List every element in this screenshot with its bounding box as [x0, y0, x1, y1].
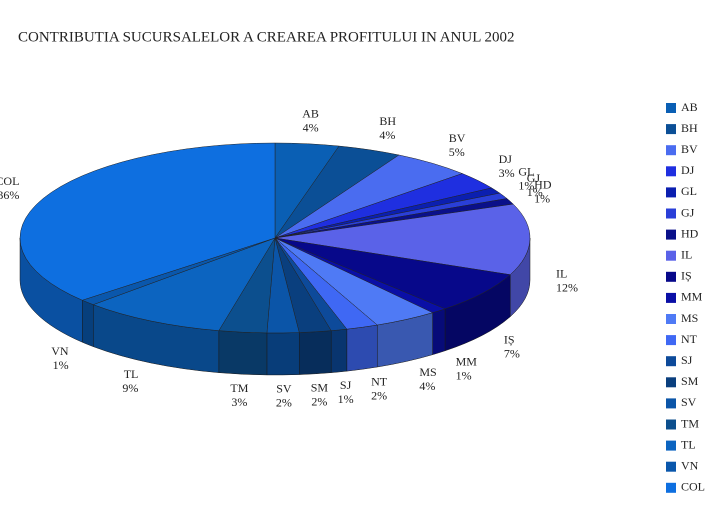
- data-label-name: SJ: [340, 378, 352, 392]
- legend-label: BH: [681, 121, 698, 135]
- data-label-name: BH: [379, 114, 396, 128]
- slice: [274, 237, 511, 310]
- legend-label: MM: [681, 290, 703, 304]
- data-label-value: 2%: [371, 389, 387, 403]
- data-label-value: 9%: [122, 381, 138, 395]
- slice-side: [266, 332, 300, 376]
- legend-label: GL: [681, 184, 697, 198]
- data-label-value: 3%: [499, 166, 515, 180]
- data-label-name: MM: [456, 354, 478, 368]
- slice-side: [346, 324, 378, 372]
- legend-swatch: [666, 377, 676, 388]
- legend-swatch: [666, 314, 676, 324]
- legend-label: HD: [681, 226, 699, 240]
- data-label-name: IL: [556, 267, 567, 281]
- legend-swatch: [666, 250, 676, 261]
- legend-label: VN: [681, 458, 699, 472]
- data-label-name: BV: [449, 131, 466, 145]
- data-label-value: 4%: [419, 379, 435, 393]
- legend-swatch: [666, 208, 676, 219]
- legend-label: COL: [681, 480, 705, 494]
- data-label-value: 1%: [518, 178, 534, 192]
- legend-label: GJ: [681, 205, 695, 219]
- data-label-value: 1%: [527, 185, 543, 199]
- data-label-value: 12%: [556, 281, 578, 295]
- legend-swatch: [666, 292, 676, 303]
- data-label-name: HD: [534, 178, 552, 192]
- slice: [92, 237, 276, 331]
- legend-swatch: [666, 166, 676, 177]
- data-label-name: VN: [51, 344, 69, 358]
- slice: [274, 203, 531, 275]
- data-label-name: SV: [276, 382, 292, 396]
- data-label-name: TM: [230, 381, 248, 395]
- legend-label: MS: [681, 311, 698, 325]
- slice-side: [432, 308, 446, 356]
- legend-label: NT: [681, 332, 698, 346]
- legend-swatch: [666, 440, 676, 451]
- data-label-value: 2%: [311, 394, 327, 408]
- legend-label: IL: [681, 247, 692, 261]
- legend-label: BV: [681, 142, 698, 156]
- legend-label: SV: [681, 395, 697, 409]
- legend-swatch: [666, 124, 676, 135]
- data-label-name: SM: [311, 380, 329, 394]
- legend-swatch: [666, 145, 676, 156]
- data-label-value: 1%: [534, 192, 550, 206]
- legend-swatch: [666, 461, 676, 472]
- data-label-name: NT: [371, 375, 388, 389]
- legend-swatch: [666, 356, 676, 367]
- chart-title: CONTRIBUTIA SUCURSALELOR A CREAREA PROFI…: [18, 29, 515, 45]
- legend-swatch: [666, 229, 676, 240]
- data-label-name: IȘ: [504, 333, 515, 347]
- data-label-name: TL: [124, 367, 139, 381]
- data-label-value: 7%: [504, 347, 520, 361]
- data-label-value: 1%: [338, 392, 354, 406]
- data-label-value: 1%: [53, 358, 69, 372]
- legend-label: SM: [681, 374, 699, 388]
- slice-side: [298, 330, 332, 375]
- data-label-value: 4%: [303, 121, 319, 135]
- slice-side: [218, 330, 268, 376]
- legend-label: IȘ: [681, 269, 692, 283]
- legend-label: TM: [681, 416, 699, 430]
- legend-swatch: [666, 335, 676, 346]
- legend-swatch: [666, 398, 676, 409]
- data-label-value: 5%: [449, 145, 465, 159]
- data-label-name: DJ: [499, 152, 513, 166]
- legend-swatch: [666, 271, 676, 282]
- legend-swatch: [666, 482, 676, 493]
- data-label-value: 1%: [456, 368, 472, 382]
- data-label-value: 3%: [231, 395, 247, 409]
- legend-label: DJ: [681, 163, 695, 177]
- slice-side: [330, 328, 348, 373]
- data-label-value: 2%: [276, 396, 292, 410]
- legend-label: AB: [681, 100, 698, 114]
- data-label-value: 36%: [0, 188, 19, 202]
- legend-label: SJ: [681, 353, 693, 367]
- data-label-name: GL: [518, 164, 534, 178]
- slice: [19, 142, 276, 301]
- data-label-value: 4%: [379, 128, 395, 142]
- data-label-name: AB: [302, 107, 319, 121]
- legend-swatch: [666, 187, 676, 198]
- data-label-name: MS: [419, 365, 436, 379]
- legend-swatch: [666, 103, 676, 113]
- legend-label: TL: [681, 437, 696, 451]
- legend-swatch: [666, 419, 676, 430]
- data-label-name: GJ: [527, 171, 541, 185]
- slice-side: [82, 299, 94, 348]
- data-label-name: COL: [0, 174, 19, 188]
